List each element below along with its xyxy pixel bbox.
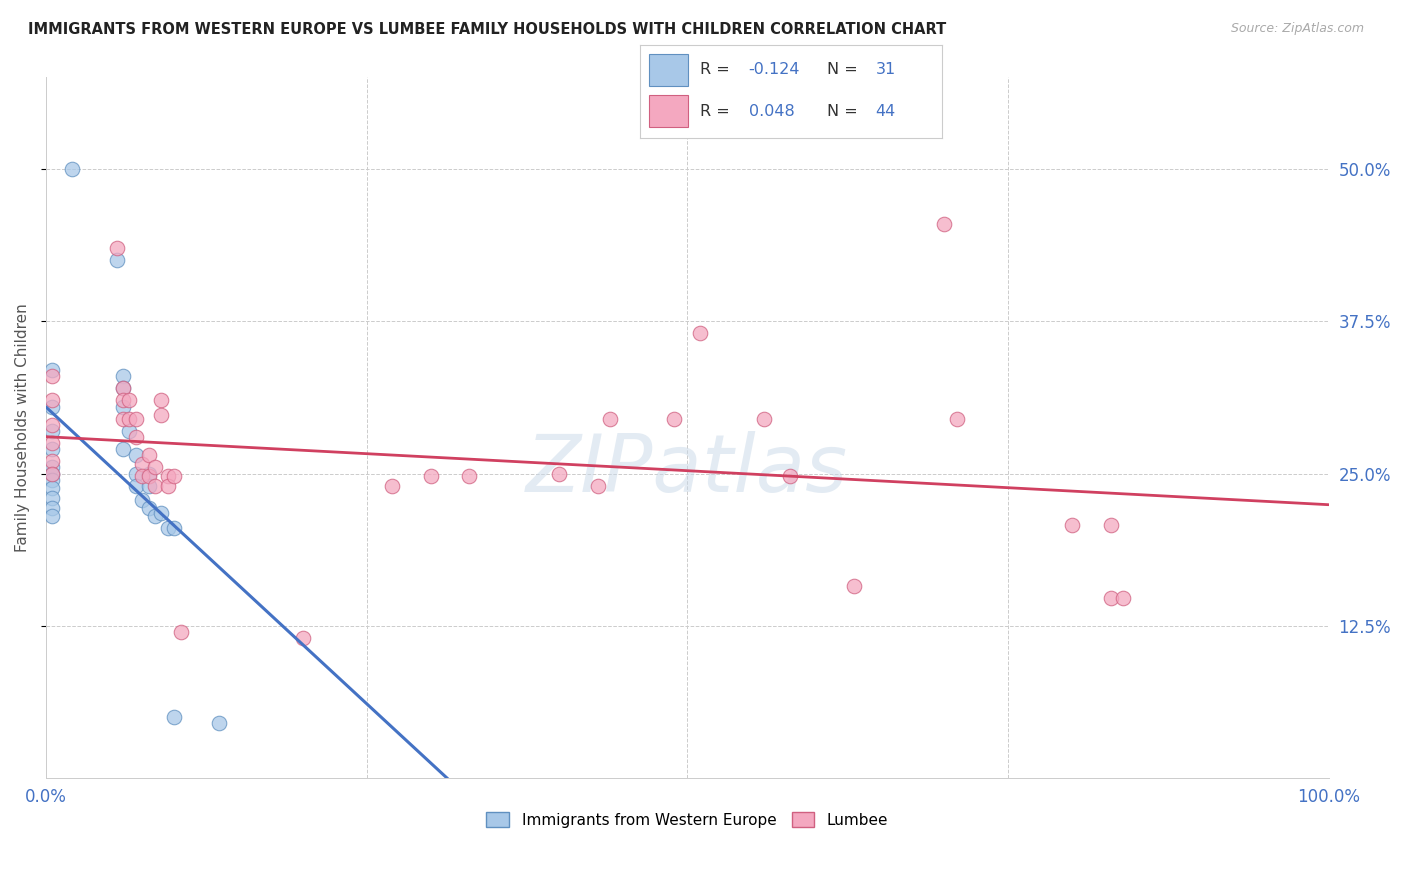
Point <box>41 442 63 457</box>
Point <box>125 411 148 425</box>
Point <box>125 430 148 444</box>
Point <box>111 369 134 384</box>
Point <box>111 381 134 395</box>
Point <box>163 469 186 483</box>
Text: N =: N = <box>827 103 863 119</box>
Point <box>138 479 160 493</box>
Point <box>41 363 63 377</box>
Text: R =: R = <box>700 62 735 78</box>
Point <box>138 469 160 483</box>
Point <box>41 369 63 384</box>
Point <box>138 448 160 462</box>
Point <box>105 241 128 255</box>
Point <box>163 710 186 724</box>
Point <box>41 400 63 414</box>
Text: 31: 31 <box>876 62 896 78</box>
Point <box>143 509 166 524</box>
Point <box>125 448 148 462</box>
Text: IMMIGRANTS FROM WESTERN EUROPE VS LUMBEE FAMILY HOUSEHOLDS WITH CHILDREN CORRELA: IMMIGRANTS FROM WESTERN EUROPE VS LUMBEE… <box>28 22 946 37</box>
Y-axis label: Family Households with Children: Family Households with Children <box>15 303 30 552</box>
Point <box>291 631 314 645</box>
Point <box>41 500 63 515</box>
Point <box>41 393 63 408</box>
Point <box>150 408 173 422</box>
Point <box>689 326 711 341</box>
Point <box>842 579 865 593</box>
Text: ZIPatlas: ZIPatlas <box>526 431 848 508</box>
Point <box>548 467 571 481</box>
Point <box>458 469 481 483</box>
Point <box>111 393 134 408</box>
Point <box>1099 517 1122 532</box>
Point <box>111 400 134 414</box>
Point <box>163 521 186 535</box>
Point <box>143 460 166 475</box>
Point <box>41 424 63 438</box>
Point <box>41 481 63 495</box>
Point <box>111 411 134 425</box>
Text: R =: R = <box>700 103 735 119</box>
Point <box>41 491 63 505</box>
Text: 44: 44 <box>876 103 896 119</box>
Point <box>1099 591 1122 605</box>
Point <box>138 500 160 515</box>
Point <box>41 467 63 481</box>
Point <box>41 467 63 481</box>
Point <box>41 436 63 450</box>
Point <box>143 479 166 493</box>
Point <box>131 493 153 508</box>
Point <box>156 521 179 535</box>
Point <box>1062 517 1084 532</box>
Point <box>118 411 141 425</box>
Point <box>208 716 231 731</box>
Point <box>932 217 955 231</box>
Point <box>125 479 148 493</box>
Point <box>599 411 621 425</box>
Point <box>131 457 153 471</box>
Point <box>586 479 609 493</box>
Text: 0.048: 0.048 <box>748 103 794 119</box>
Point <box>1112 591 1135 605</box>
Point <box>118 424 141 438</box>
Point <box>169 624 191 639</box>
Point <box>779 469 801 483</box>
FancyBboxPatch shape <box>648 95 688 127</box>
Point <box>156 469 179 483</box>
Point <box>945 411 967 425</box>
Text: N =: N = <box>827 62 863 78</box>
Point <box>664 411 686 425</box>
Point <box>118 393 141 408</box>
FancyBboxPatch shape <box>648 54 688 86</box>
Point <box>111 381 134 395</box>
Point <box>419 469 441 483</box>
Point <box>131 469 153 483</box>
Point <box>41 417 63 432</box>
Point <box>41 473 63 487</box>
Point <box>150 506 173 520</box>
Point <box>41 454 63 468</box>
Point <box>125 467 148 481</box>
Point <box>60 161 83 176</box>
Point <box>754 411 776 425</box>
Point <box>150 393 173 408</box>
Point <box>105 253 128 268</box>
Point <box>111 442 134 457</box>
Point <box>156 479 179 493</box>
Point <box>41 460 63 475</box>
Text: Source: ZipAtlas.com: Source: ZipAtlas.com <box>1230 22 1364 36</box>
Legend: Immigrants from Western Europe, Lumbee: Immigrants from Western Europe, Lumbee <box>481 805 894 834</box>
Point <box>138 467 160 481</box>
Point <box>381 479 404 493</box>
Point <box>41 509 63 524</box>
Text: -0.124: -0.124 <box>748 62 800 78</box>
